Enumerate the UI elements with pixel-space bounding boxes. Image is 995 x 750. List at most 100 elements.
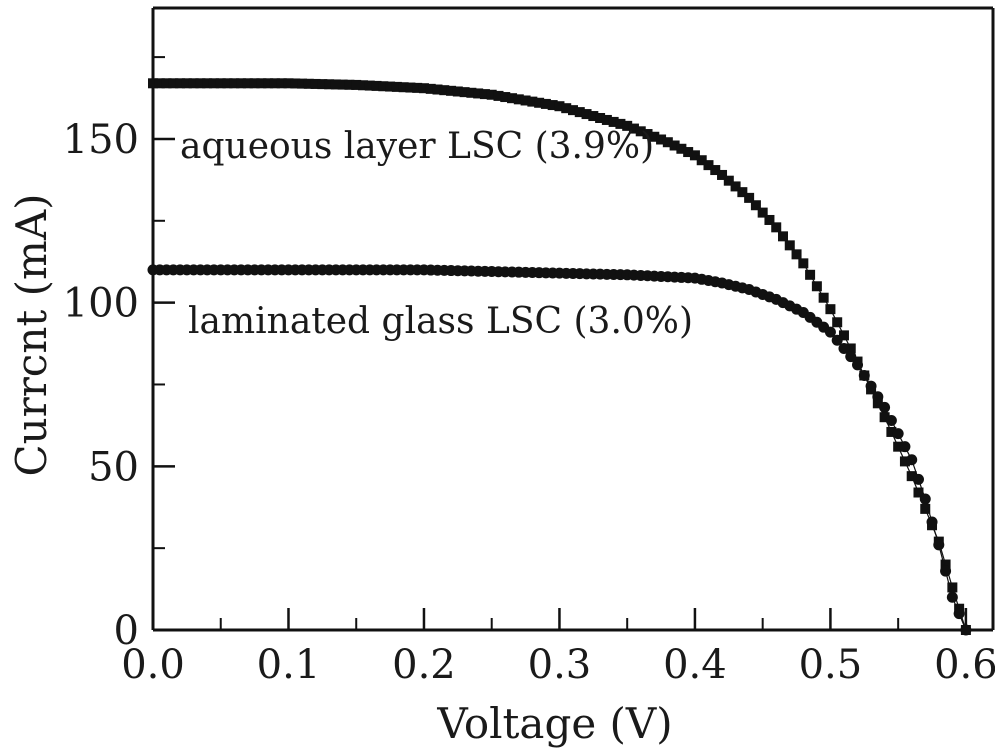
data-point <box>872 391 884 403</box>
data-point <box>181 78 192 89</box>
data-point <box>493 90 504 101</box>
data-point <box>540 98 551 109</box>
annotation-laminated-glass: laminated glass LSC (3.0%) <box>188 301 693 342</box>
data-point <box>371 80 382 91</box>
data-point <box>879 412 890 423</box>
data-point <box>858 369 870 381</box>
data-point <box>899 456 910 467</box>
data-point <box>825 304 836 315</box>
data-point <box>757 207 768 218</box>
y-tick-label: 50 <box>88 444 139 490</box>
data-point <box>953 608 965 620</box>
data-point <box>595 112 606 123</box>
data-point <box>310 78 321 89</box>
data-point <box>378 81 389 92</box>
x-tick-label: 0.3 <box>528 642 592 688</box>
y-tick-label: 150 <box>63 117 139 163</box>
data-point <box>208 78 219 89</box>
data-point <box>893 441 904 452</box>
data-point <box>913 487 924 498</box>
data-point <box>737 187 748 198</box>
data-point <box>912 473 924 485</box>
data-point <box>188 78 199 89</box>
series-layer <box>147 78 972 636</box>
data-point <box>581 109 592 120</box>
data-point <box>886 426 897 437</box>
data-point <box>303 78 314 89</box>
data-point <box>933 539 945 551</box>
data-point <box>689 150 700 161</box>
data-point <box>906 471 917 482</box>
data-point <box>642 129 653 140</box>
data-point <box>520 95 531 106</box>
data-point <box>865 380 877 392</box>
y-axis-label: Currcnt (mA) <box>7 193 56 476</box>
data-point <box>466 87 477 98</box>
data-point <box>473 88 484 99</box>
data-point <box>344 79 355 90</box>
data-point <box>940 559 951 570</box>
data-point <box>622 120 633 131</box>
data-point <box>568 105 578 116</box>
series-aqueous-layer <box>148 78 971 635</box>
data-point <box>723 175 734 186</box>
data-point <box>432 84 443 95</box>
data-point <box>710 165 721 176</box>
data-point <box>324 79 335 90</box>
data-point <box>297 78 308 89</box>
x-tick-label: 0.5 <box>799 642 863 688</box>
data-point <box>588 111 599 122</box>
data-point <box>351 79 362 90</box>
data-point <box>960 624 972 636</box>
data-point <box>771 222 782 233</box>
x-tick-label: 0.1 <box>257 642 321 688</box>
data-point <box>398 82 409 93</box>
data-point <box>831 334 843 346</box>
data-point <box>601 114 612 125</box>
data-point <box>479 89 490 100</box>
data-point <box>838 342 850 354</box>
data-point <box>439 85 450 96</box>
data-point <box>527 96 538 107</box>
data-point <box>459 87 470 98</box>
data-point <box>946 591 958 603</box>
data-point <box>832 317 843 328</box>
data-point <box>947 582 958 593</box>
data-point <box>364 80 375 91</box>
data-point <box>608 116 619 127</box>
data-point <box>330 79 341 90</box>
data-point <box>256 78 267 89</box>
data-point <box>574 107 585 118</box>
data-point <box>418 83 429 94</box>
data-point <box>615 118 626 129</box>
data-point <box>879 401 891 413</box>
data-point <box>405 82 416 93</box>
data-point <box>845 343 856 354</box>
data-point <box>242 78 253 89</box>
series-laminated-glass <box>147 264 972 636</box>
data-point <box>215 78 226 89</box>
data-point <box>892 428 904 440</box>
data-point <box>838 330 849 341</box>
data-point <box>534 97 545 108</box>
data-point <box>391 81 402 92</box>
data-point <box>683 147 694 158</box>
data-point <box>852 359 864 371</box>
data-point <box>168 78 179 89</box>
data-point <box>750 200 761 211</box>
plot-area <box>151 6 995 632</box>
data-point <box>507 93 518 104</box>
data-point <box>824 326 836 338</box>
data-point <box>229 78 240 89</box>
data-point <box>554 101 565 112</box>
data-point <box>154 78 165 89</box>
y-tick-label: 0 <box>114 608 139 654</box>
data-point <box>906 454 918 466</box>
data-point <box>263 78 274 89</box>
data-point <box>628 123 639 134</box>
data-point <box>249 78 260 89</box>
data-point <box>899 441 911 453</box>
data-point <box>784 240 795 251</box>
data-point <box>730 181 741 192</box>
